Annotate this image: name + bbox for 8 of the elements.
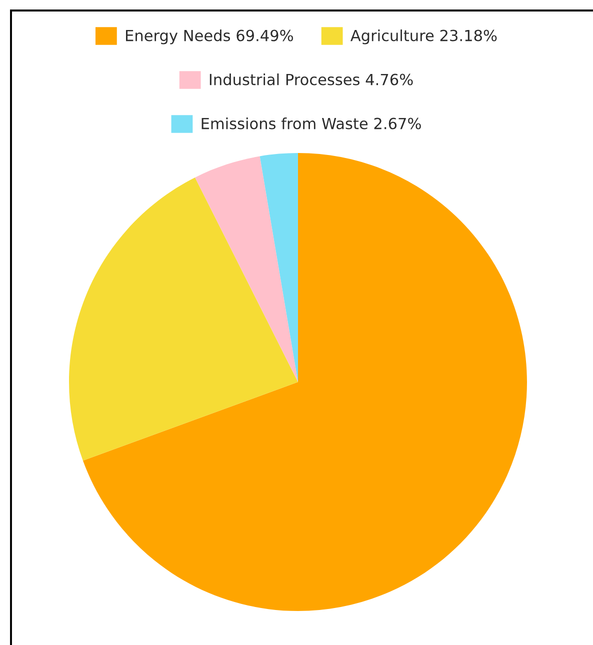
pie-slice xyxy=(195,156,298,382)
legend-label: Emissions from Waste 2.67% xyxy=(202,117,421,130)
pie-slice xyxy=(69,177,298,461)
pie-slice xyxy=(260,153,298,382)
legend-label: Industrial Processes 4.76% xyxy=(210,73,413,86)
legend-label: Agriculture 23.18% xyxy=(350,29,497,44)
pie-slice xyxy=(82,153,527,611)
legend-label: Energy Needs 69.49% xyxy=(126,29,294,44)
